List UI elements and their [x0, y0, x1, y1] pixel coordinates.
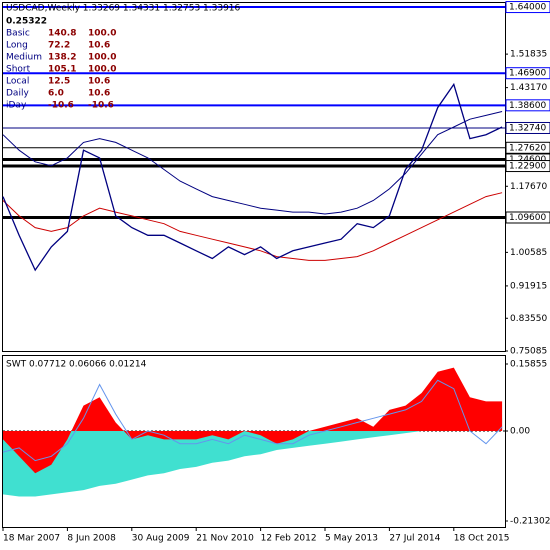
y-tick-label: 0.15855: [510, 360, 547, 370]
level-label: 1.64000: [509, 3, 546, 13]
series-line: [2, 82, 503, 272]
level-label-box: [505, 160, 550, 173]
level-label-box: [505, 1, 550, 14]
info-label: Local: [6, 77, 29, 87]
chart-subtitle: 0.25322: [6, 17, 47, 27]
info-label: Long: [6, 41, 28, 51]
series-line: [2, 379, 503, 462]
level-label-box: [505, 121, 550, 134]
info-value: 10.6: [88, 41, 110, 51]
level-label: 1.22900: [509, 162, 546, 172]
y-tick-label: 0.91915: [510, 281, 547, 291]
level-label: 1.24600: [509, 155, 546, 165]
info-label: Short: [6, 65, 31, 75]
y-tick-label: 1.00585: [510, 248, 547, 258]
oscillator-panel: [2, 355, 506, 528]
info-value: 10.6: [88, 77, 110, 87]
x-tick-label: 5 May 2013: [325, 534, 378, 544]
area: [3, 418, 503, 497]
info-value: 105.1: [48, 65, 76, 75]
info-value: 100.0: [88, 53, 116, 63]
y-tick-label: 0.75085: [510, 347, 547, 357]
x-tick-label: 18 Oct 2015: [454, 534, 510, 544]
y-tick-label: 0.83550: [510, 314, 547, 324]
level-label-box: [505, 99, 550, 112]
level-label: 1.27620: [509, 143, 546, 153]
info-label: Basic: [6, 29, 30, 39]
x-tick-label: 30 Aug 2009: [132, 534, 190, 544]
level-label: 1.09600: [509, 213, 546, 223]
y-tick-label: 1.17670: [510, 182, 547, 192]
chart-title: SWT 0.07712 0.06066 0.01214: [6, 360, 147, 370]
info-value: 140.8: [48, 29, 76, 39]
info-value: 6.0: [48, 89, 64, 99]
info-value: 10.6: [88, 89, 110, 99]
level-label: 1.32740: [509, 123, 546, 133]
info-value: -10.6: [88, 101, 114, 111]
info-value: 72.2: [48, 41, 70, 51]
x-tick-label: 12 Feb 2012: [261, 534, 317, 544]
level-label-box: [505, 141, 550, 154]
price-panel: [2, 2, 506, 352]
info-value: 12.5: [48, 77, 70, 87]
y-tick-label: 1.43170: [510, 83, 547, 93]
info-value: -10.6: [48, 101, 74, 111]
series-line: [2, 111, 503, 215]
x-tick-label: 27 Jul 2014: [389, 534, 440, 544]
y-tick-label: 1.51835: [510, 50, 547, 60]
series-line: [2, 192, 503, 261]
level-label: 1.38600: [509, 101, 546, 111]
y-tick-label: -0.21302: [510, 516, 550, 526]
info-label: Medium: [6, 53, 42, 63]
level-label-box: [505, 67, 550, 80]
info-value: 138.2: [48, 53, 76, 63]
info-label: Daily: [6, 89, 29, 99]
x-tick-label: 21 Nov 2010: [196, 534, 254, 544]
chart-title: USDCAD,Weekly 1.33269 1.34331 1.32753 1.…: [6, 4, 241, 14]
level-label-box: [505, 211, 550, 224]
info-label: iDay: [6, 101, 27, 111]
x-tick-label: 8 Jun 2008: [67, 534, 116, 544]
info-value: 100.0: [88, 65, 116, 75]
y-tick-label: 0.00: [510, 426, 530, 436]
area: [3, 367, 503, 474]
info-value: 100.0: [88, 29, 116, 39]
x-tick-label: 18 Mar 2007: [3, 534, 60, 544]
level-label: 1.46900: [509, 69, 546, 79]
